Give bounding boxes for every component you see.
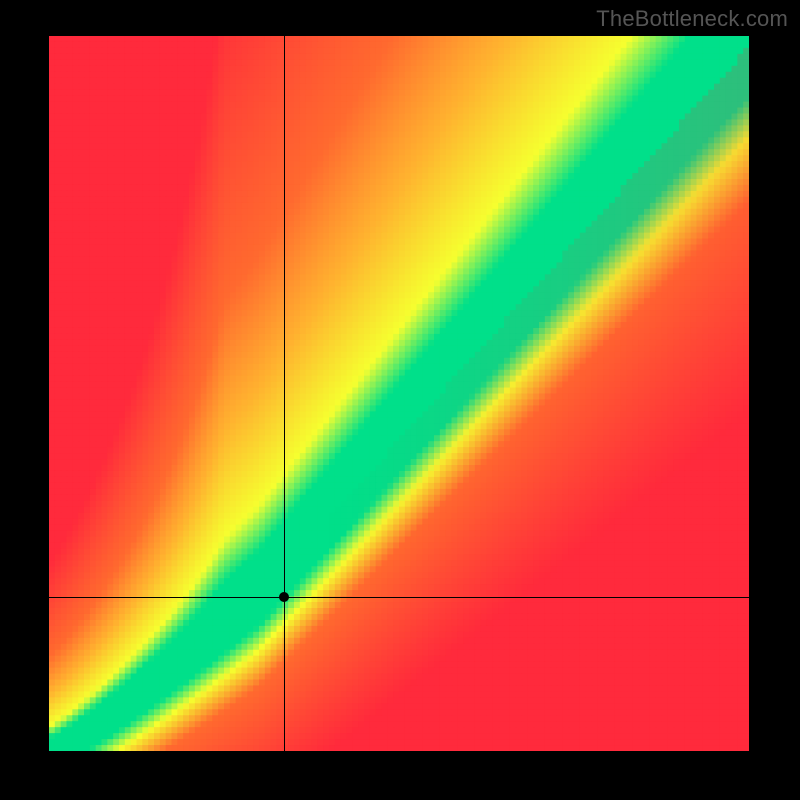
chart-container: TheBottleneck.com bbox=[0, 0, 800, 800]
watermark-text: TheBottleneck.com bbox=[596, 6, 788, 32]
crosshair-vertical bbox=[284, 36, 285, 751]
heatmap-plot bbox=[49, 36, 749, 751]
crosshair-horizontal bbox=[49, 597, 749, 598]
heatmap-canvas bbox=[49, 36, 749, 751]
data-point-marker bbox=[279, 592, 289, 602]
